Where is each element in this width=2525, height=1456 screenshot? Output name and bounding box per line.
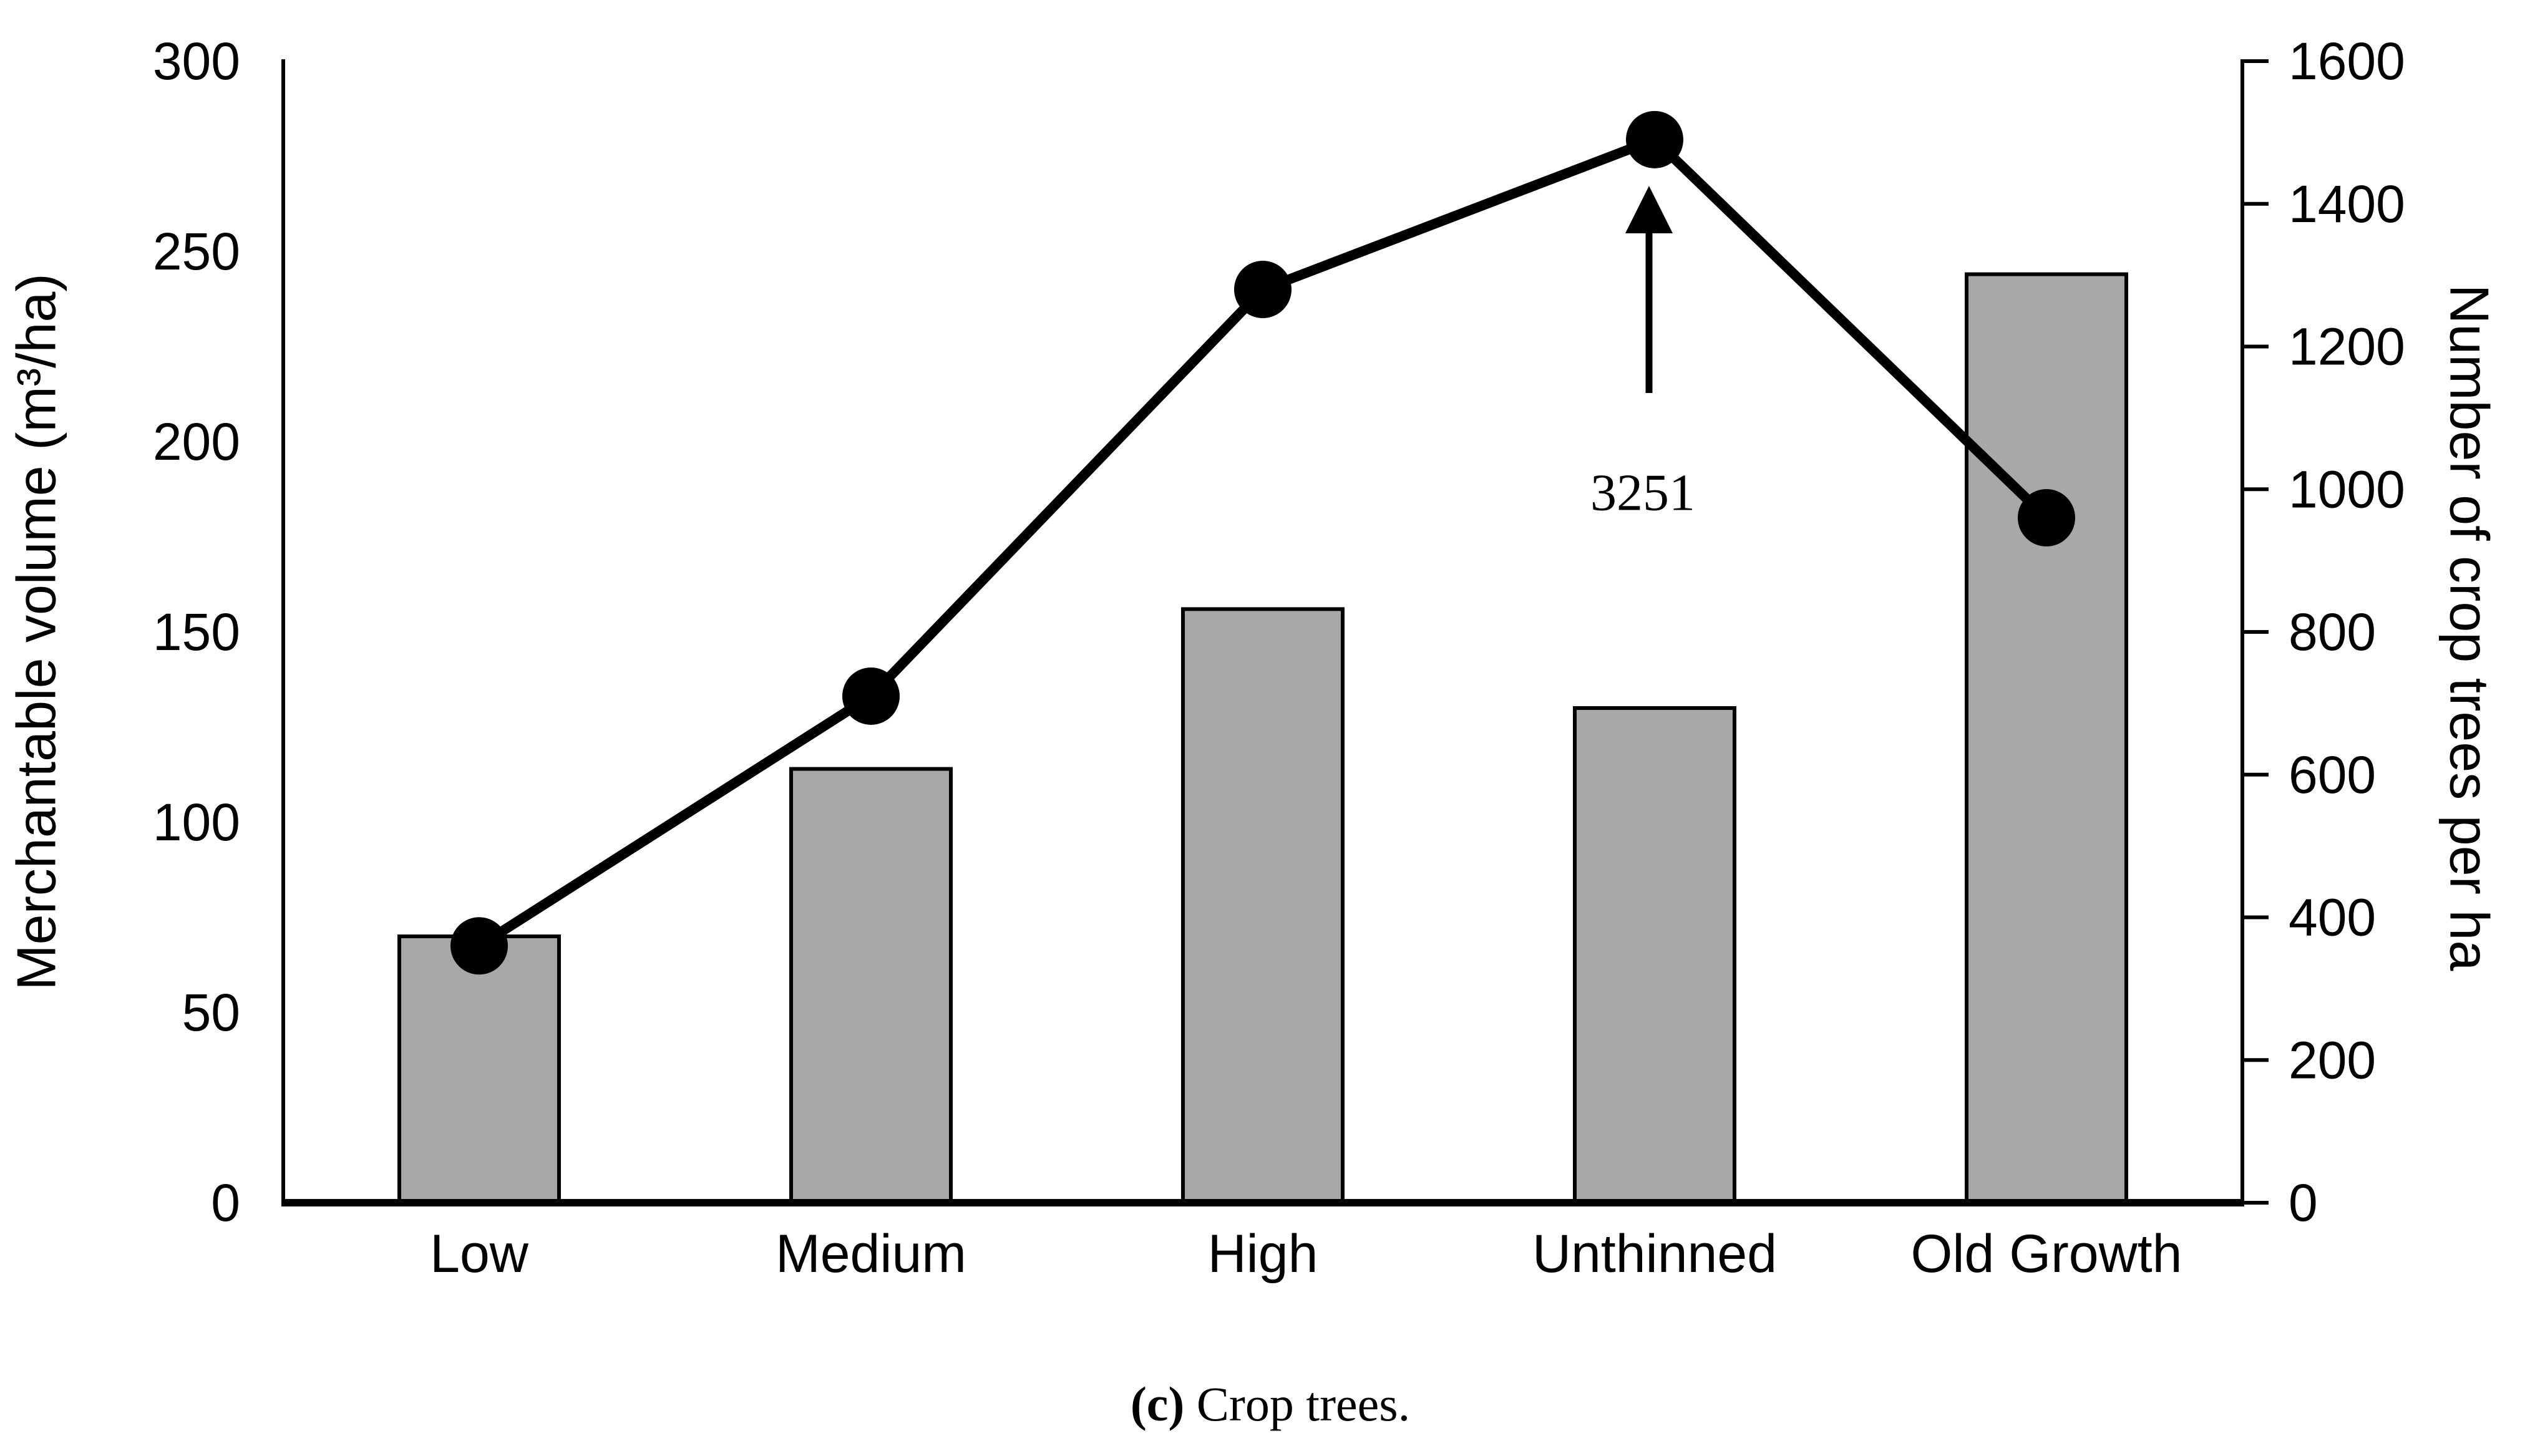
- marker-low: [450, 917, 508, 975]
- marker-unthinned: [1626, 110, 1683, 168]
- left-tick-label-100: 100: [153, 793, 240, 852]
- right-axis-title: Number of crop trees per ha: [2439, 284, 2501, 971]
- right-tick-label-400: 400: [2289, 888, 2376, 947]
- category-label-high: High: [1208, 1224, 1318, 1284]
- left-tick-label-0: 0: [211, 1173, 240, 1232]
- figure-caption-label: (c): [1131, 1377, 1185, 1431]
- left-tick-label-150: 150: [153, 603, 240, 661]
- bar-low: [397, 934, 561, 1205]
- figure-caption: (c) Crop trees.: [1131, 1377, 1410, 1431]
- right-tick-label-800: 800: [2289, 603, 2376, 661]
- category-label-low: Low: [430, 1224, 529, 1284]
- bar-medium: [789, 767, 953, 1205]
- crop-trees-markers: [450, 110, 2075, 975]
- right-axis-tick-labels: 0 200 400 600 800 1000 1200 1400 1600: [2289, 32, 2405, 1232]
- x-axis-category-labels: Low Medium High Unthinned Old Growth: [430, 1224, 2182, 1284]
- category-label-medium: Medium: [776, 1224, 966, 1284]
- bar-unthinned: [1573, 706, 1736, 1205]
- annotation-value: 3251: [1590, 464, 1695, 522]
- right-tick-label-1600: 1600: [2289, 32, 2405, 90]
- right-axis-tick-marks: [2242, 59, 2269, 1205]
- left-tick-label-50: 50: [182, 983, 240, 1042]
- right-tick-label-1000: 1000: [2289, 460, 2405, 518]
- left-tick-label-200: 200: [153, 412, 240, 471]
- bar-old-growth: [1965, 272, 2128, 1205]
- marker-old-growth: [2018, 489, 2075, 546]
- right-tick-label-1400: 1400: [2289, 175, 2405, 233]
- bars-group: [397, 272, 2128, 1205]
- left-axis-tick-labels: 0 50 100 150 200 250 300: [153, 32, 240, 1232]
- left-tick-label-300: 300: [153, 32, 240, 90]
- category-label-unthinned: Unthinned: [1532, 1224, 1777, 1284]
- category-label-old-growth: Old Growth: [1911, 1224, 2182, 1284]
- left-axis-title: Merchantable volume (m³/ha): [6, 273, 67, 990]
- figure-caption-text: Crop trees.: [1184, 1377, 1410, 1431]
- marker-high: [1234, 261, 1292, 318]
- right-tick-label-200: 200: [2289, 1031, 2376, 1089]
- right-tick-label-0: 0: [2289, 1173, 2318, 1232]
- bar-high: [1181, 607, 1345, 1205]
- annotation-group: 3251: [1590, 186, 1695, 522]
- right-tick-label-600: 600: [2289, 745, 2376, 804]
- left-tick-label-250: 250: [153, 222, 240, 281]
- right-tick-label-1200: 1200: [2289, 318, 2405, 376]
- annotation-arrow-head: [1625, 186, 1673, 233]
- marker-medium: [842, 667, 900, 725]
